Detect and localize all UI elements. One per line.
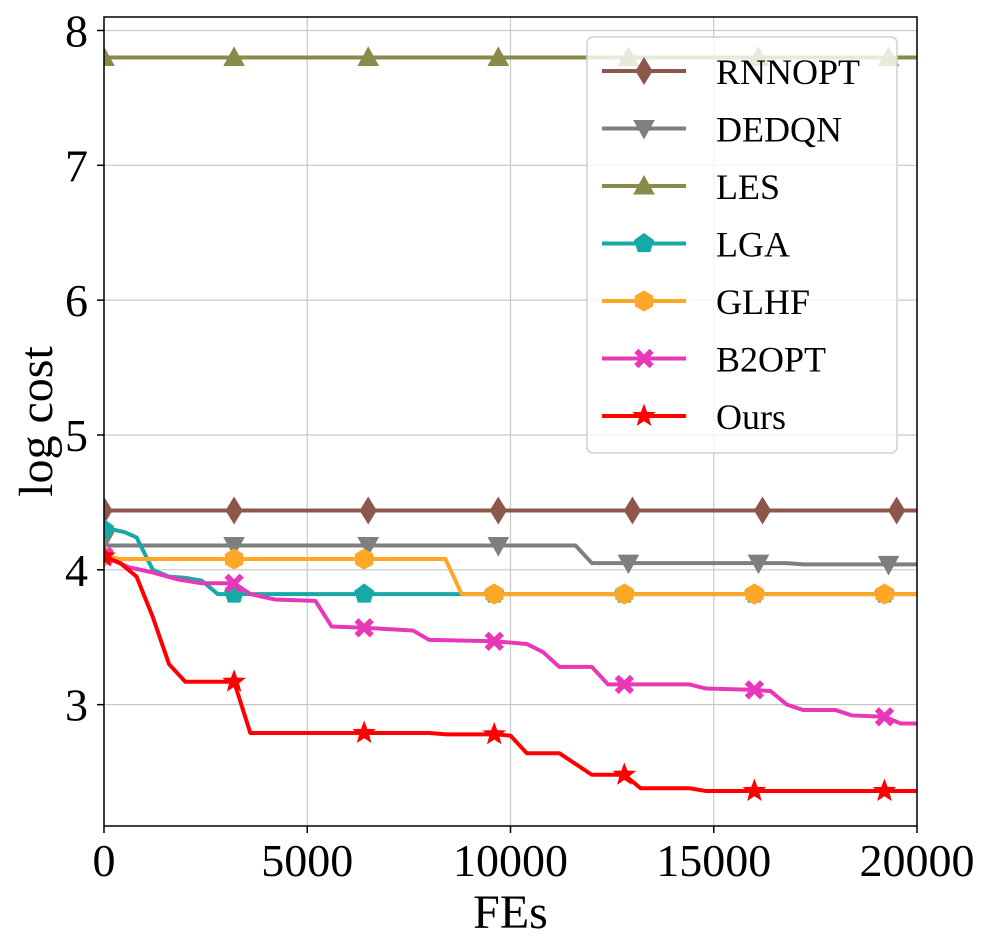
data-point-ours [612,762,637,785]
data-point-ours [352,720,376,744]
data-point-b2opt [874,707,895,727]
data-point-dedqn [357,537,380,557]
data-point-rnnopt [753,496,772,525]
series-rnnopt [104,496,917,525]
y-tick-label: 7 [65,140,88,191]
legend-marker-glhf [634,290,654,312]
legend-label-rnnopt: RNNOPT [716,52,860,92]
data-point-dedqn [747,554,770,575]
data-point-glhf [745,583,764,605]
data-point-les [104,46,115,66]
data-point-les [223,46,245,66]
data-point-ours [104,543,116,567]
data-point-rnnopt [888,496,906,525]
x-tick-label: 10000 [453,835,568,886]
data-point-glhf [875,583,894,605]
x-tick-label: 15000 [656,835,771,886]
axis-ticks: 0 5000 10000 15000 20000 3 4 5 6 7 8 [65,5,975,886]
x-tick-label: 5000 [261,835,353,886]
legend-marker-b2opt [634,348,654,369]
legend-marker-rnnopt [635,57,653,85]
legend: RNNOPT DEDQN LES LGA GLHF B2OPT Ours [586,36,898,454]
x-tick-label: 0 [93,835,116,886]
data-point-dedqn [617,554,640,575]
legend-item-rnnopt: RNNOPT [602,52,860,92]
legend-item-glhf: GLHF [602,282,810,322]
legend-label-lga: LGA [716,225,790,265]
y-axis-title: log cost [10,346,63,497]
data-point-b2opt [354,618,374,638]
data-point-rnnopt [104,496,113,525]
legend-item-lga: LGA [602,225,790,265]
legend-marker-ours [632,403,656,427]
legend-box [586,36,898,454]
data-point-dedqn [223,537,245,557]
y-tick-label: 5 [65,410,88,461]
legend-label-b2opt: B2OPT [716,340,826,380]
data-point-b2opt [484,631,504,651]
legend-item-dedqn: DEDQN [602,110,842,150]
series-line-glhf [104,554,917,597]
data-point-lga [104,518,115,538]
y-tick-label: 8 [65,5,88,56]
series-glhf [104,545,917,605]
legend-marker-lga [633,232,655,253]
data-point-rnnopt [489,496,507,525]
data-point-ours [222,669,246,692]
data-point-glhf [224,548,244,570]
data-point-rnnopt [225,496,243,525]
x-tick-label: 20000 [860,835,975,886]
data-point-dedqn [487,537,510,557]
data-point-b2opt [744,680,765,700]
data-point-dedqn [877,555,900,576]
data-point-ours [742,778,767,802]
data-point-rnnopt [623,496,642,525]
data-point-ours [872,778,897,802]
legend-marker-dedqn [633,120,655,140]
series-ours [104,543,917,802]
data-point-les [357,46,380,66]
data-point-rnnopt [359,496,377,525]
legend-marker-les [633,174,655,195]
series-line-dedqn [104,538,917,567]
series-b2opt [104,546,917,727]
legend-item-b2opt: B2OPT [602,340,826,380]
y-tick-label: 4 [65,545,88,596]
legend-label-ours: Ours [716,397,786,437]
data-point-b2opt [224,573,244,594]
data-point-b2opt [614,674,635,695]
data-point-glhf [615,583,634,605]
legend-label-les: LES [716,167,780,207]
data-point-ours [482,721,507,745]
series-dedqn [104,531,917,576]
legend-item-ours: Ours [602,397,786,437]
series-line-lga [104,527,917,597]
legend-item-les: LES [602,167,780,207]
legend-label-dedqn: DEDQN [716,110,842,150]
data-point-lga [354,583,375,603]
data-point-glhf [485,583,504,605]
legend-label-glhf: GLHF [716,282,810,322]
data-point-les [487,46,510,66]
y-tick-label: 6 [65,275,88,326]
data-point-glhf [354,548,374,570]
y-tick-label: 3 [65,680,88,731]
x-axis-title: FEs [473,886,548,939]
